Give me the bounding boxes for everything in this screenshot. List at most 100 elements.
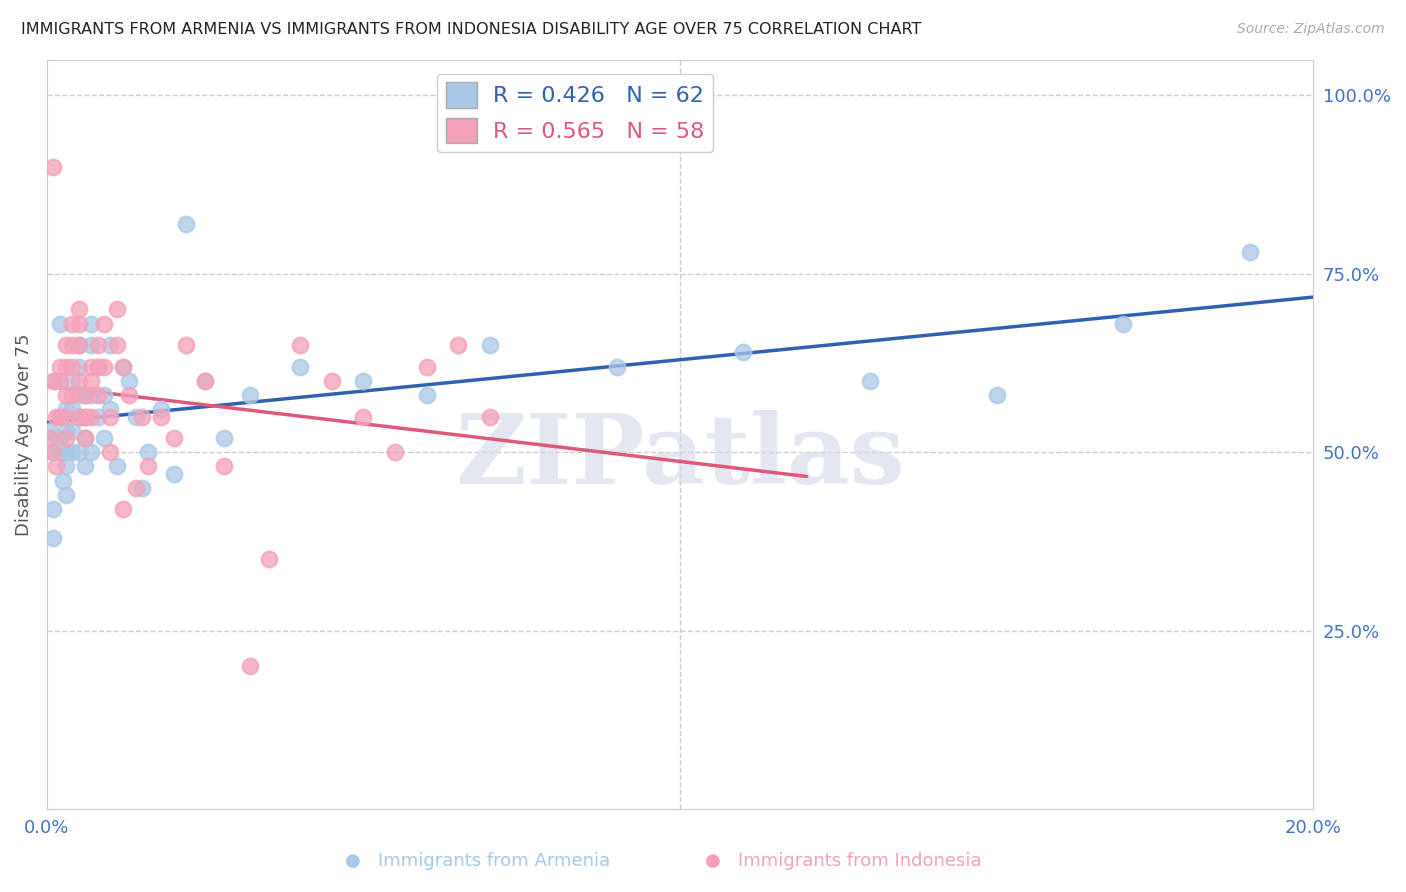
- Point: [55, 488, 77, 502]
- Point: [39, 431, 62, 445]
- Point: [212, 459, 235, 474]
- Point: [55, 431, 77, 445]
- Point: [98, 409, 121, 424]
- Point: [111, 359, 134, 374]
- Point: [479, 409, 502, 424]
- Point: [55, 445, 77, 459]
- Point: [416, 359, 439, 374]
- Point: [48, 374, 70, 388]
- Point: [212, 431, 235, 445]
- Point: [986, 388, 1008, 402]
- Point: [42, 374, 65, 388]
- Point: [67, 302, 90, 317]
- Point: [80, 409, 103, 424]
- Point: [55, 459, 77, 474]
- Point: [80, 374, 103, 388]
- Point: [98, 338, 121, 352]
- Point: [67, 388, 90, 402]
- Point: [80, 359, 103, 374]
- Point: [80, 317, 103, 331]
- Point: [73, 409, 96, 424]
- Point: [136, 459, 159, 474]
- Point: [384, 445, 406, 459]
- Point: [67, 374, 90, 388]
- Point: [55, 388, 77, 402]
- Point: [45, 374, 67, 388]
- Point: [55, 409, 77, 424]
- Point: [73, 388, 96, 402]
- Point: [48, 317, 70, 331]
- Point: [288, 338, 311, 352]
- Point: [48, 431, 70, 445]
- Point: [55, 338, 77, 352]
- Point: [124, 481, 146, 495]
- Point: [48, 359, 70, 374]
- Point: [60, 359, 83, 374]
- Text: IMMIGRANTS FROM ARMENIA VS IMMIGRANTS FROM INDONESIA DISABILITY AGE OVER 75 CORR: IMMIGRANTS FROM ARMENIA VS IMMIGRANTS FR…: [21, 22, 921, 37]
- Point: [60, 445, 83, 459]
- Point: [86, 359, 108, 374]
- Text: Source: ZipAtlas.com: Source: ZipAtlas.com: [1237, 22, 1385, 37]
- Point: [416, 388, 439, 402]
- Text: ZIPatlas: ZIPatlas: [456, 409, 905, 504]
- Point: [80, 388, 103, 402]
- Point: [86, 409, 108, 424]
- Point: [162, 431, 184, 445]
- Point: [288, 359, 311, 374]
- Legend: R = 0.426   N = 62, R = 0.565   N = 58: R = 0.426 N = 62, R = 0.565 N = 58: [437, 74, 713, 152]
- Point: [39, 424, 62, 438]
- Point: [45, 459, 67, 474]
- Point: [353, 374, 375, 388]
- Point: [55, 359, 77, 374]
- Point: [73, 409, 96, 424]
- Point: [67, 359, 90, 374]
- Point: [60, 424, 83, 438]
- Point: [67, 409, 90, 424]
- Text: ●   Immigrants from Indonesia: ● Immigrants from Indonesia: [706, 852, 981, 870]
- Point: [48, 409, 70, 424]
- Point: [42, 160, 65, 174]
- Point: [45, 431, 67, 445]
- Point: [67, 317, 90, 331]
- Point: [194, 374, 217, 388]
- Text: ●   Immigrants from Armenia: ● Immigrants from Armenia: [346, 852, 610, 870]
- Point: [93, 388, 115, 402]
- Point: [48, 409, 70, 424]
- Point: [118, 374, 141, 388]
- Point: [42, 502, 65, 516]
- Point: [67, 445, 90, 459]
- Point: [149, 402, 172, 417]
- Point: [105, 338, 128, 352]
- Point: [733, 345, 755, 359]
- Point: [52, 474, 75, 488]
- Point: [98, 445, 121, 459]
- Point: [73, 459, 96, 474]
- Point: [238, 388, 260, 402]
- Point: [479, 338, 502, 352]
- Point: [111, 359, 134, 374]
- Point: [60, 402, 83, 417]
- Point: [45, 409, 67, 424]
- Point: [118, 388, 141, 402]
- Point: [447, 338, 470, 352]
- Point: [60, 388, 83, 402]
- Point: [93, 431, 115, 445]
- Point: [194, 374, 217, 388]
- Point: [124, 409, 146, 424]
- Point: [353, 409, 375, 424]
- Point: [131, 481, 153, 495]
- Point: [105, 302, 128, 317]
- Point: [73, 431, 96, 445]
- Point: [86, 338, 108, 352]
- Point: [238, 659, 260, 673]
- Point: [60, 317, 83, 331]
- Point: [73, 388, 96, 402]
- Point: [105, 459, 128, 474]
- Point: [86, 388, 108, 402]
- Point: [86, 359, 108, 374]
- Point: [174, 217, 197, 231]
- Point: [80, 338, 103, 352]
- Point: [93, 359, 115, 374]
- Point: [174, 338, 197, 352]
- Point: [42, 531, 65, 545]
